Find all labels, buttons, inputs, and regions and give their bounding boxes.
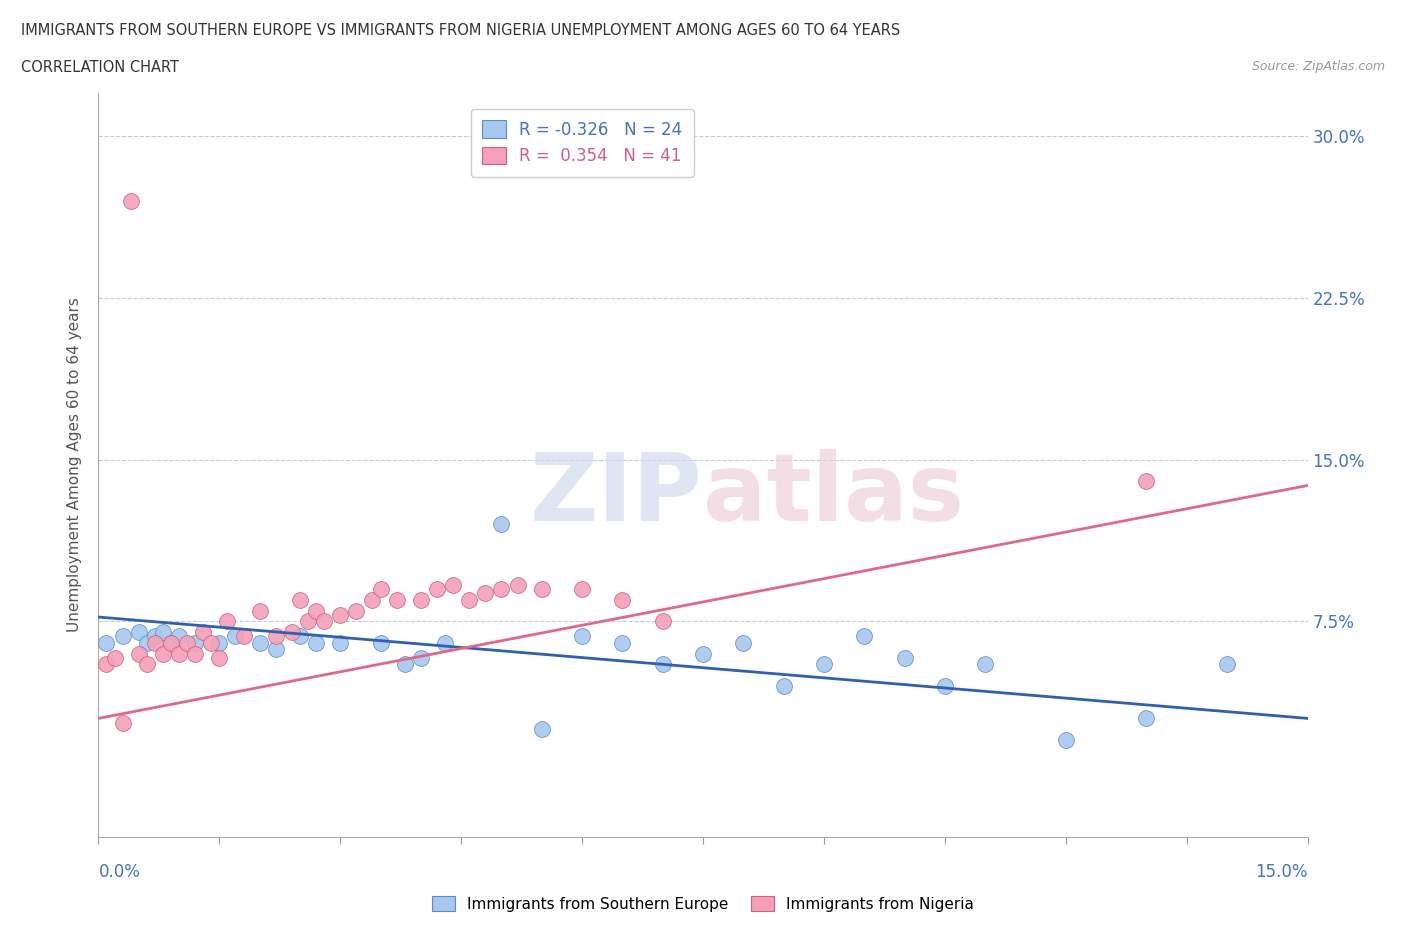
Point — [305, 635, 328, 650]
Text: Source: ZipAtlas.com: Source: ZipAtlas.com — [1251, 60, 1385, 73]
Legend: Immigrants from Southern Europe, Immigrants from Nigeria: Immigrants from Southern Europe, Immigra… — [426, 889, 980, 918]
Point — [193, 625, 215, 640]
Point — [184, 646, 207, 661]
Point — [143, 629, 166, 644]
Point — [160, 635, 183, 650]
Point — [612, 635, 634, 650]
Point — [426, 581, 449, 596]
Text: ZIP: ZIP — [530, 449, 703, 540]
Point — [297, 614, 319, 629]
Point — [692, 646, 714, 661]
Point — [128, 625, 150, 640]
Point — [385, 592, 408, 607]
Text: atlas: atlas — [703, 449, 965, 540]
Point — [160, 635, 183, 650]
Point — [441, 578, 464, 592]
Point — [474, 586, 496, 601]
Point — [249, 604, 271, 618]
Point — [853, 629, 876, 644]
Point — [1135, 711, 1157, 725]
Point — [120, 193, 142, 208]
Point — [1216, 657, 1239, 671]
Point — [458, 592, 481, 607]
Point — [344, 604, 367, 618]
Point — [1054, 733, 1077, 748]
Point — [176, 635, 198, 650]
Point — [281, 625, 304, 640]
Text: CORRELATION CHART: CORRELATION CHART — [21, 60, 179, 75]
Point — [143, 635, 166, 650]
Point — [370, 581, 392, 596]
Point — [893, 651, 915, 666]
Point — [651, 614, 673, 629]
Point — [772, 679, 794, 694]
Legend: R = -0.326   N = 24, R =  0.354   N = 41: R = -0.326 N = 24, R = 0.354 N = 41 — [471, 109, 693, 177]
Point — [530, 722, 553, 737]
Point — [974, 657, 997, 671]
Point — [135, 657, 157, 671]
Point — [434, 635, 457, 650]
Point — [167, 629, 190, 644]
Point — [409, 651, 432, 666]
Point — [733, 635, 755, 650]
Point — [103, 651, 125, 666]
Y-axis label: Unemployment Among Ages 60 to 64 years: Unemployment Among Ages 60 to 64 years — [67, 298, 83, 632]
Point — [530, 581, 553, 596]
Point — [152, 625, 174, 640]
Point — [128, 646, 150, 661]
Point — [370, 635, 392, 650]
Point — [329, 635, 352, 650]
Point — [329, 607, 352, 622]
Point — [571, 629, 593, 644]
Point — [217, 614, 239, 629]
Point — [208, 651, 231, 666]
Point — [288, 592, 311, 607]
Point — [491, 517, 513, 532]
Point — [394, 657, 416, 671]
Text: 15.0%: 15.0% — [1256, 863, 1308, 881]
Text: 0.0%: 0.0% — [98, 863, 141, 881]
Point — [813, 657, 835, 671]
Point — [612, 592, 634, 607]
Point — [506, 578, 529, 592]
Point — [288, 629, 311, 644]
Point — [571, 581, 593, 596]
Point — [491, 581, 513, 596]
Point — [200, 635, 222, 650]
Point — [314, 614, 336, 629]
Point — [224, 629, 246, 644]
Point — [208, 635, 231, 650]
Point — [111, 629, 134, 644]
Point — [152, 646, 174, 661]
Point — [651, 657, 673, 671]
Point — [111, 715, 134, 730]
Point — [264, 629, 287, 644]
Point — [409, 592, 432, 607]
Point — [264, 642, 287, 657]
Point — [305, 604, 328, 618]
Point — [1135, 473, 1157, 488]
Point — [135, 635, 157, 650]
Point — [184, 635, 207, 650]
Point — [934, 679, 956, 694]
Point — [232, 629, 254, 644]
Point — [249, 635, 271, 650]
Point — [361, 592, 384, 607]
Point — [96, 635, 118, 650]
Point — [96, 657, 118, 671]
Text: IMMIGRANTS FROM SOUTHERN EUROPE VS IMMIGRANTS FROM NIGERIA UNEMPLOYMENT AMONG AG: IMMIGRANTS FROM SOUTHERN EUROPE VS IMMIG… — [21, 23, 900, 38]
Point — [167, 646, 190, 661]
